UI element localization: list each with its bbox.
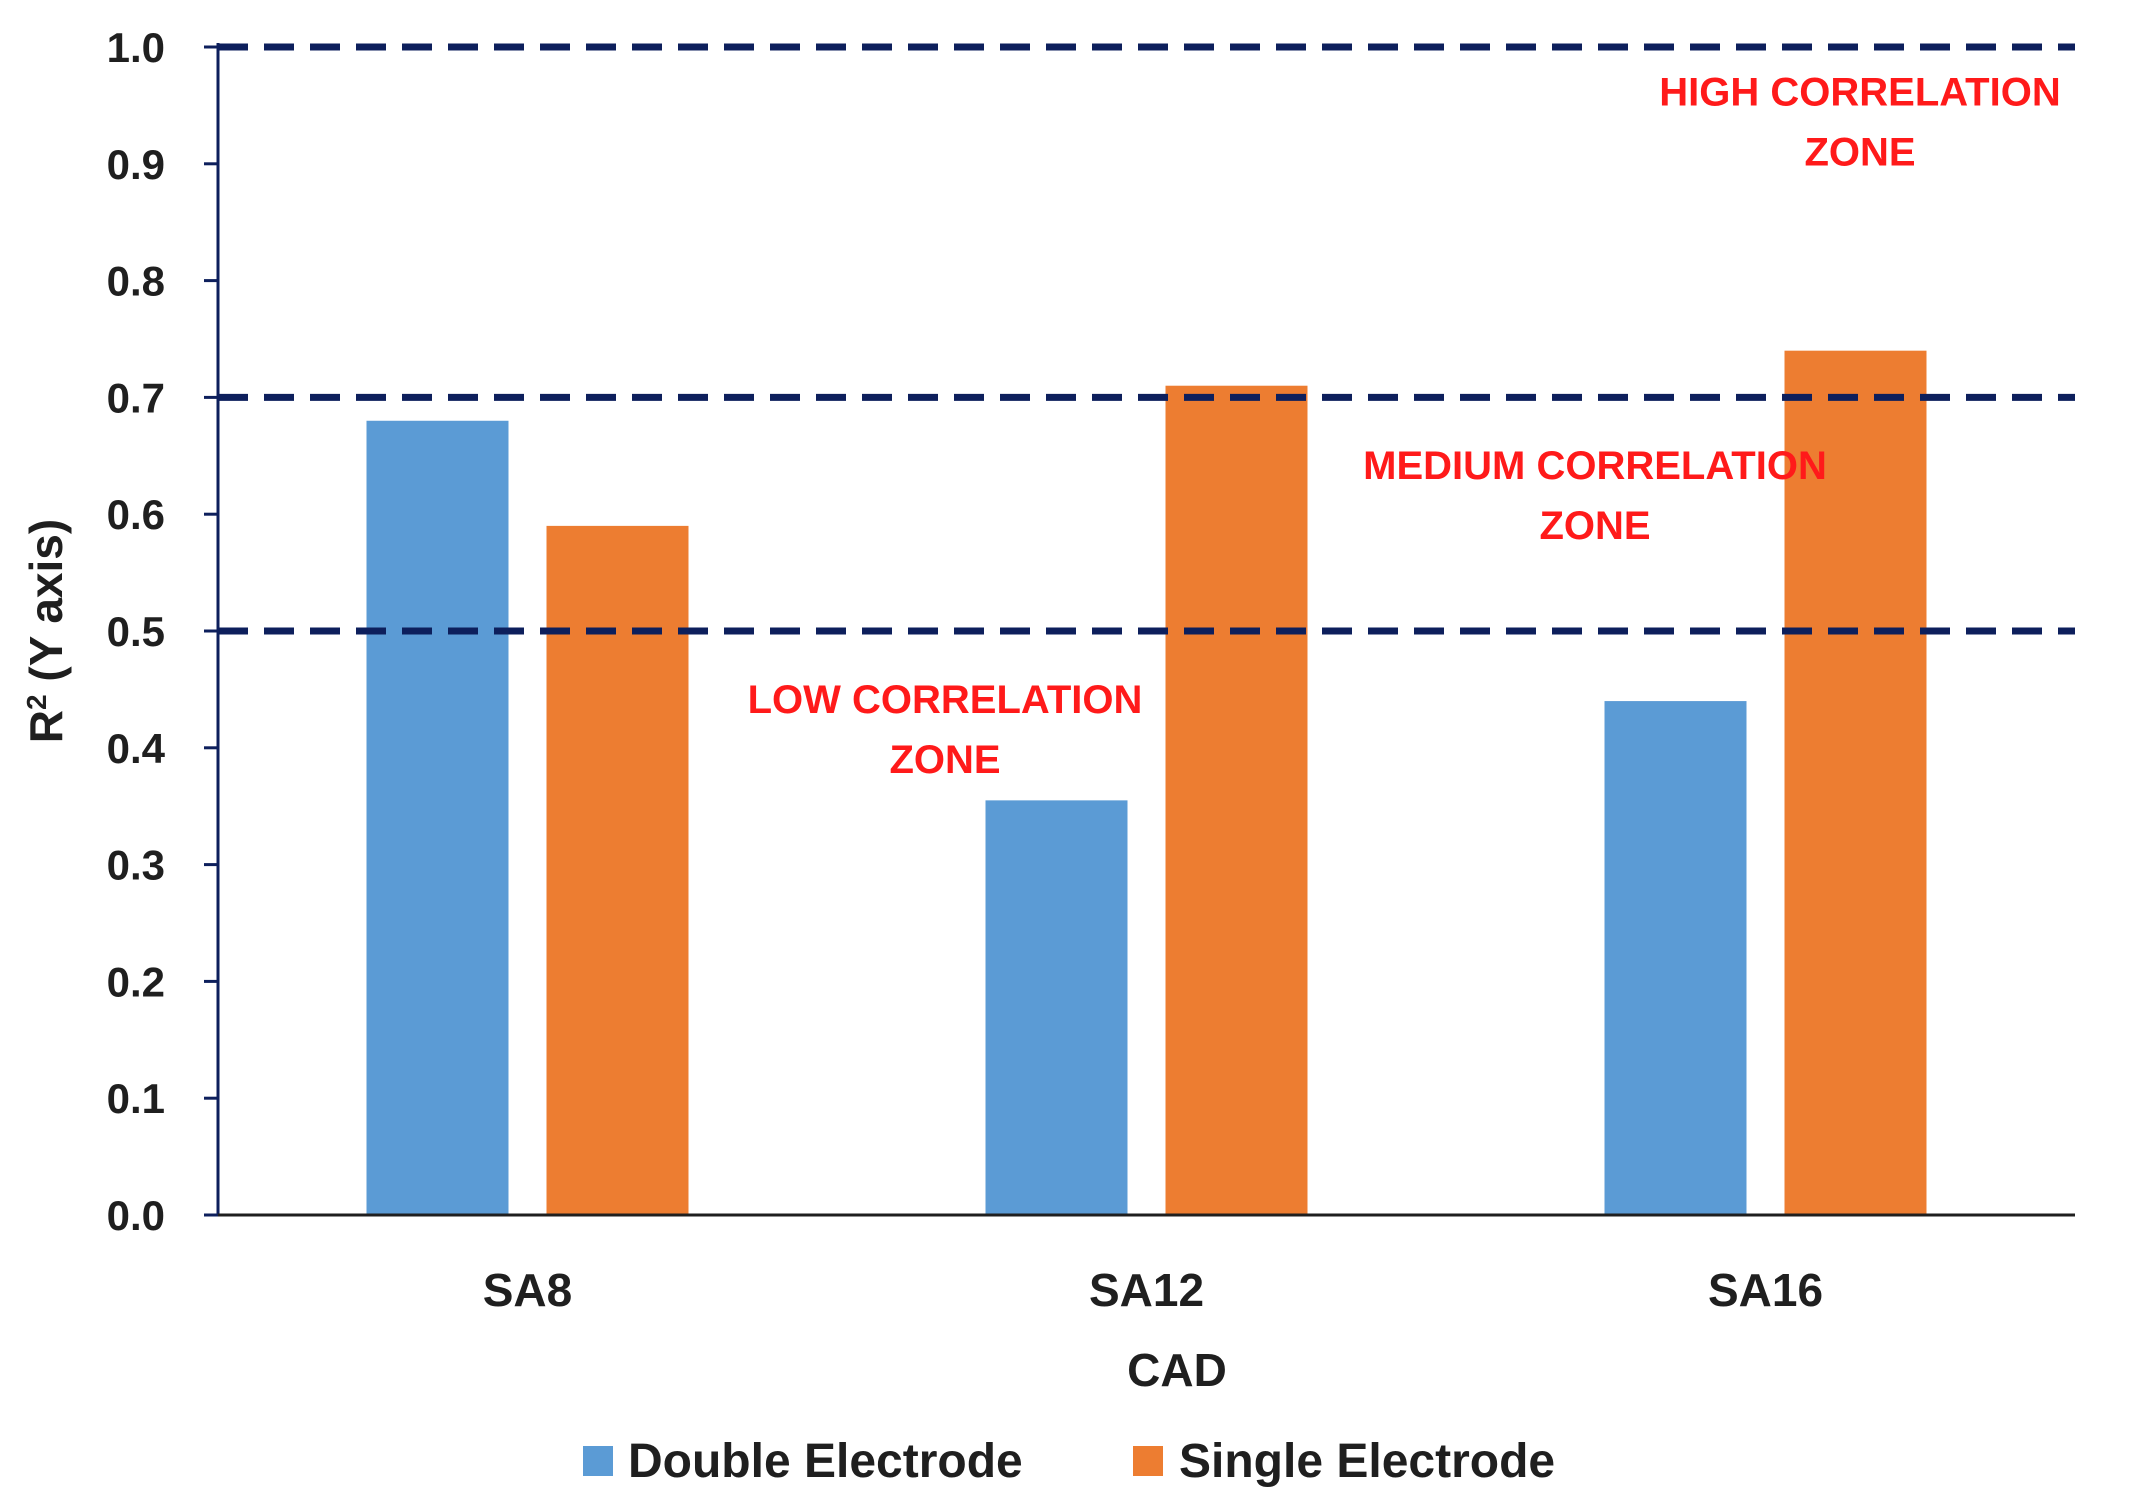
bar-double-electrode-sa12 — [985, 800, 1128, 1215]
x-category-label: SA12 — [1089, 1264, 1204, 1316]
bar-double-electrode-sa8 — [366, 420, 509, 1215]
zone-annotation-line: ZONE — [1539, 504, 1650, 548]
y-tick-label: 0.2 — [107, 958, 165, 1005]
zone-annotation-line: MEDIUM CORRELATION — [1363, 444, 1827, 488]
zone-annotation-line: ZONE — [889, 738, 1000, 782]
bar-single-electrode-sa16 — [1784, 350, 1927, 1215]
legend-swatch-single-electrode — [1133, 1446, 1163, 1476]
y-tick-label: 0.0 — [107, 1192, 165, 1239]
zone-annotation-line: HIGH CORRELATION — [1659, 70, 2060, 114]
legend-label: Single Electrode — [1179, 1435, 1555, 1488]
y-tick-label: 0.6 — [107, 491, 165, 538]
x-axis-title: CAD — [1127, 1344, 1227, 1396]
x-category-label: SA16 — [1708, 1264, 1823, 1316]
y-tick-label: 0.3 — [107, 842, 165, 889]
y-tick-label: 0.1 — [107, 1075, 165, 1122]
y-tick-label: 0.7 — [107, 374, 165, 421]
zone-annotation-line: ZONE — [1804, 130, 1915, 174]
y-tick-label: 0.5 — [107, 608, 165, 655]
bar-single-electrode-sa12 — [1165, 385, 1308, 1216]
y-axis-title: R2 (Y axis) — [20, 519, 72, 743]
y-tick-label: 0.4 — [107, 725, 166, 772]
x-category-label: SA8 — [483, 1264, 572, 1316]
legend-swatch-double-electrode — [583, 1446, 613, 1476]
bar-single-electrode-sa8 — [546, 525, 689, 1215]
bar-double-electrode-sa16 — [1604, 701, 1747, 1215]
y-tick-label: 1.0 — [107, 24, 165, 71]
zone-annotation-line: LOW CORRELATION — [748, 678, 1143, 722]
legend-label: Double Electrode — [628, 1435, 1023, 1488]
y-tick-label: 0.8 — [107, 258, 165, 305]
y-tick-label: 0.9 — [107, 141, 165, 188]
